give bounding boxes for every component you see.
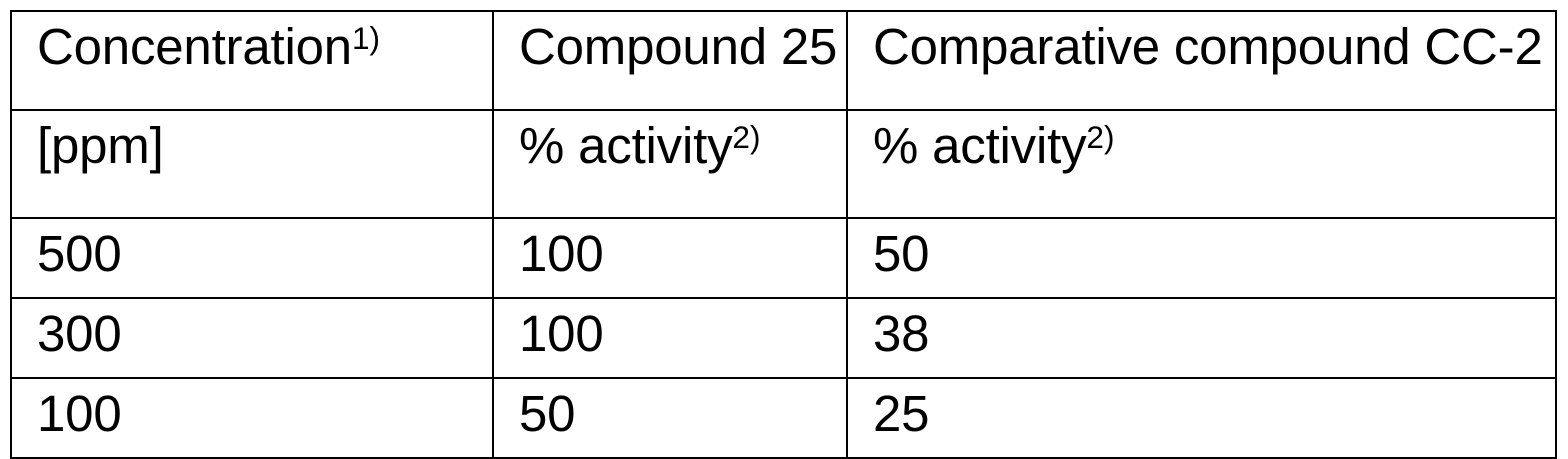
table-page: Concentration1) Compound 25 Comparative … — [0, 0, 1568, 418]
units-label-activity-compound-25: % activity — [519, 117, 732, 174]
cell-cc-2-activity: 50 — [847, 218, 1556, 298]
header-cell-compound-25: Compound 25 — [493, 11, 847, 110]
header-cell-concentration: Concentration1) — [11, 11, 493, 110]
cell-compound-25-activity: 50 — [493, 378, 847, 458]
cell-compound-25-activity: 100 — [493, 298, 847, 378]
cell-compound-25-activity: 100 — [493, 218, 847, 298]
table-header-row: Concentration1) Compound 25 Comparative … — [11, 11, 1556, 110]
units-label-activity-cc-2: % activity — [873, 117, 1086, 174]
table-row: 100 50 25 — [11, 378, 1556, 458]
cell-cc-2-activity: 25 — [847, 378, 1556, 458]
header-label-comparative-compound-cc-2: Comparative compound CC-2 — [873, 18, 1543, 75]
cell-cc-2-activity: 38 — [847, 298, 1556, 378]
table-row: 500 100 50 — [11, 218, 1556, 298]
table-units-row: [ppm] % activity2) % activity2) — [11, 110, 1556, 218]
cell-concentration: 100 — [11, 378, 493, 458]
cell-concentration: 300 — [11, 298, 493, 378]
header-label-compound-25: Compound 25 — [519, 18, 837, 75]
header-footnote-marker-concentration: 1) — [352, 20, 380, 56]
units-label-ppm: [ppm] — [37, 117, 164, 174]
header-cell-comparative-compound-cc-2: Comparative compound CC-2 — [847, 11, 1556, 110]
header-label-concentration: Concentration — [37, 18, 352, 75]
table-row: 300 100 38 — [11, 298, 1556, 378]
units-footnote-marker-cc-2: 2) — [1086, 119, 1114, 155]
units-cell-comparative-compound-cc-2: % activity2) — [847, 110, 1556, 218]
units-cell-compound-25: % activity2) — [493, 110, 847, 218]
units-footnote-marker-compound-25: 2) — [732, 119, 760, 155]
units-cell-concentration: [ppm] — [11, 110, 493, 218]
cell-concentration: 500 — [11, 218, 493, 298]
activity-results-table: Concentration1) Compound 25 Comparative … — [10, 10, 1557, 459]
